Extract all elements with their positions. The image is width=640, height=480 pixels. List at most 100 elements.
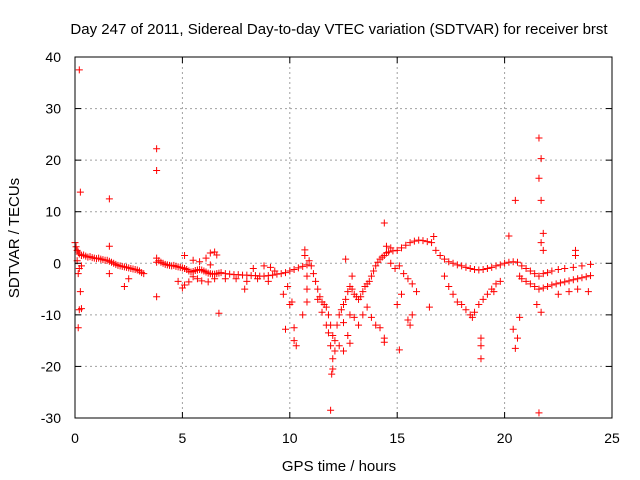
data-point (204, 278, 212, 286)
data-point (518, 275, 526, 283)
data-point (329, 365, 337, 373)
data-point (327, 406, 335, 414)
x-tick-label: 25 (604, 430, 620, 446)
data-point (408, 280, 416, 288)
chart-title: Day 247 of 2011, Sidereal Day-to-day VTE… (70, 21, 608, 38)
data-point (535, 134, 543, 142)
data-point (513, 334, 521, 342)
data-point (329, 355, 337, 363)
data-point (335, 342, 343, 350)
data-point (488, 263, 496, 271)
data-point (385, 248, 393, 256)
data-point (213, 251, 221, 259)
data-point (314, 285, 322, 293)
data-point (477, 355, 485, 363)
data-point (406, 321, 414, 329)
data-point (331, 337, 339, 345)
data-point (328, 370, 336, 378)
data-point (333, 321, 341, 329)
data-point (587, 260, 595, 268)
data-point (140, 270, 148, 278)
data-point (243, 277, 251, 285)
data-point (518, 262, 526, 270)
data-point (404, 316, 412, 324)
data-point (548, 281, 556, 289)
data-point (241, 285, 249, 293)
data-point (537, 239, 545, 247)
data-point (505, 258, 513, 266)
data-point (206, 249, 214, 257)
data-point (552, 280, 560, 288)
data-point (198, 277, 206, 285)
data-point (436, 252, 444, 260)
data-point (355, 321, 363, 329)
data-point (548, 267, 556, 275)
data-point (348, 272, 356, 280)
data-point (120, 282, 128, 290)
data-point (77, 305, 85, 313)
data-point (561, 278, 569, 286)
data-point (490, 288, 498, 296)
data-point (372, 262, 380, 270)
data-point (425, 303, 433, 311)
data-point (432, 246, 440, 254)
data-point (226, 270, 234, 278)
data-point (260, 262, 268, 270)
data-point (312, 277, 320, 285)
data-point (492, 280, 500, 288)
data-point (400, 270, 408, 278)
data-point (174, 277, 182, 285)
data-point (303, 298, 311, 306)
data-point (299, 262, 307, 270)
data-point (337, 306, 345, 314)
y-tick-label: 20 (45, 152, 61, 168)
data-point (505, 232, 513, 240)
data-point (367, 313, 375, 321)
grid (75, 57, 612, 418)
data-point (582, 273, 590, 281)
data-point (327, 342, 335, 350)
data-point (395, 262, 403, 270)
data-point (74, 270, 82, 278)
data-point (483, 264, 491, 272)
data-point (76, 288, 84, 296)
data-point (513, 258, 521, 266)
axis-ticks (74, 56, 613, 419)
data-point (556, 279, 564, 287)
y-tick-label: 40 (45, 49, 61, 65)
data-point (105, 270, 113, 278)
data-point (243, 271, 251, 279)
data-point (380, 219, 388, 227)
y-tick-label: 30 (45, 101, 61, 117)
data-point (189, 273, 197, 281)
data-point (526, 267, 534, 275)
data-point (348, 285, 356, 293)
y-tick-label: -30 (41, 410, 61, 426)
data-point (406, 239, 414, 247)
data-point (471, 265, 479, 273)
data-point (202, 254, 210, 262)
data-point (77, 262, 85, 270)
data-point (269, 271, 277, 279)
data-point (458, 301, 466, 309)
data-point (365, 277, 373, 285)
data-point (535, 409, 543, 417)
data-point (410, 237, 418, 245)
data-points (71, 66, 595, 417)
data-point (305, 257, 313, 265)
data-point (342, 295, 350, 303)
data-point (535, 285, 543, 293)
data-point (449, 290, 457, 298)
data-point (271, 267, 279, 275)
data-point (290, 324, 298, 332)
data-point (445, 258, 453, 266)
data-point (181, 281, 189, 289)
data-point (299, 311, 307, 319)
data-point (578, 262, 586, 270)
tick-labels: 0 5 10 15 20 25 -30 -20 -10 0 10 20 30 40 (41, 49, 620, 446)
data-point (363, 303, 371, 311)
data-point (537, 308, 545, 316)
data-point (569, 263, 577, 271)
data-point (301, 252, 309, 260)
data-point (539, 284, 547, 292)
